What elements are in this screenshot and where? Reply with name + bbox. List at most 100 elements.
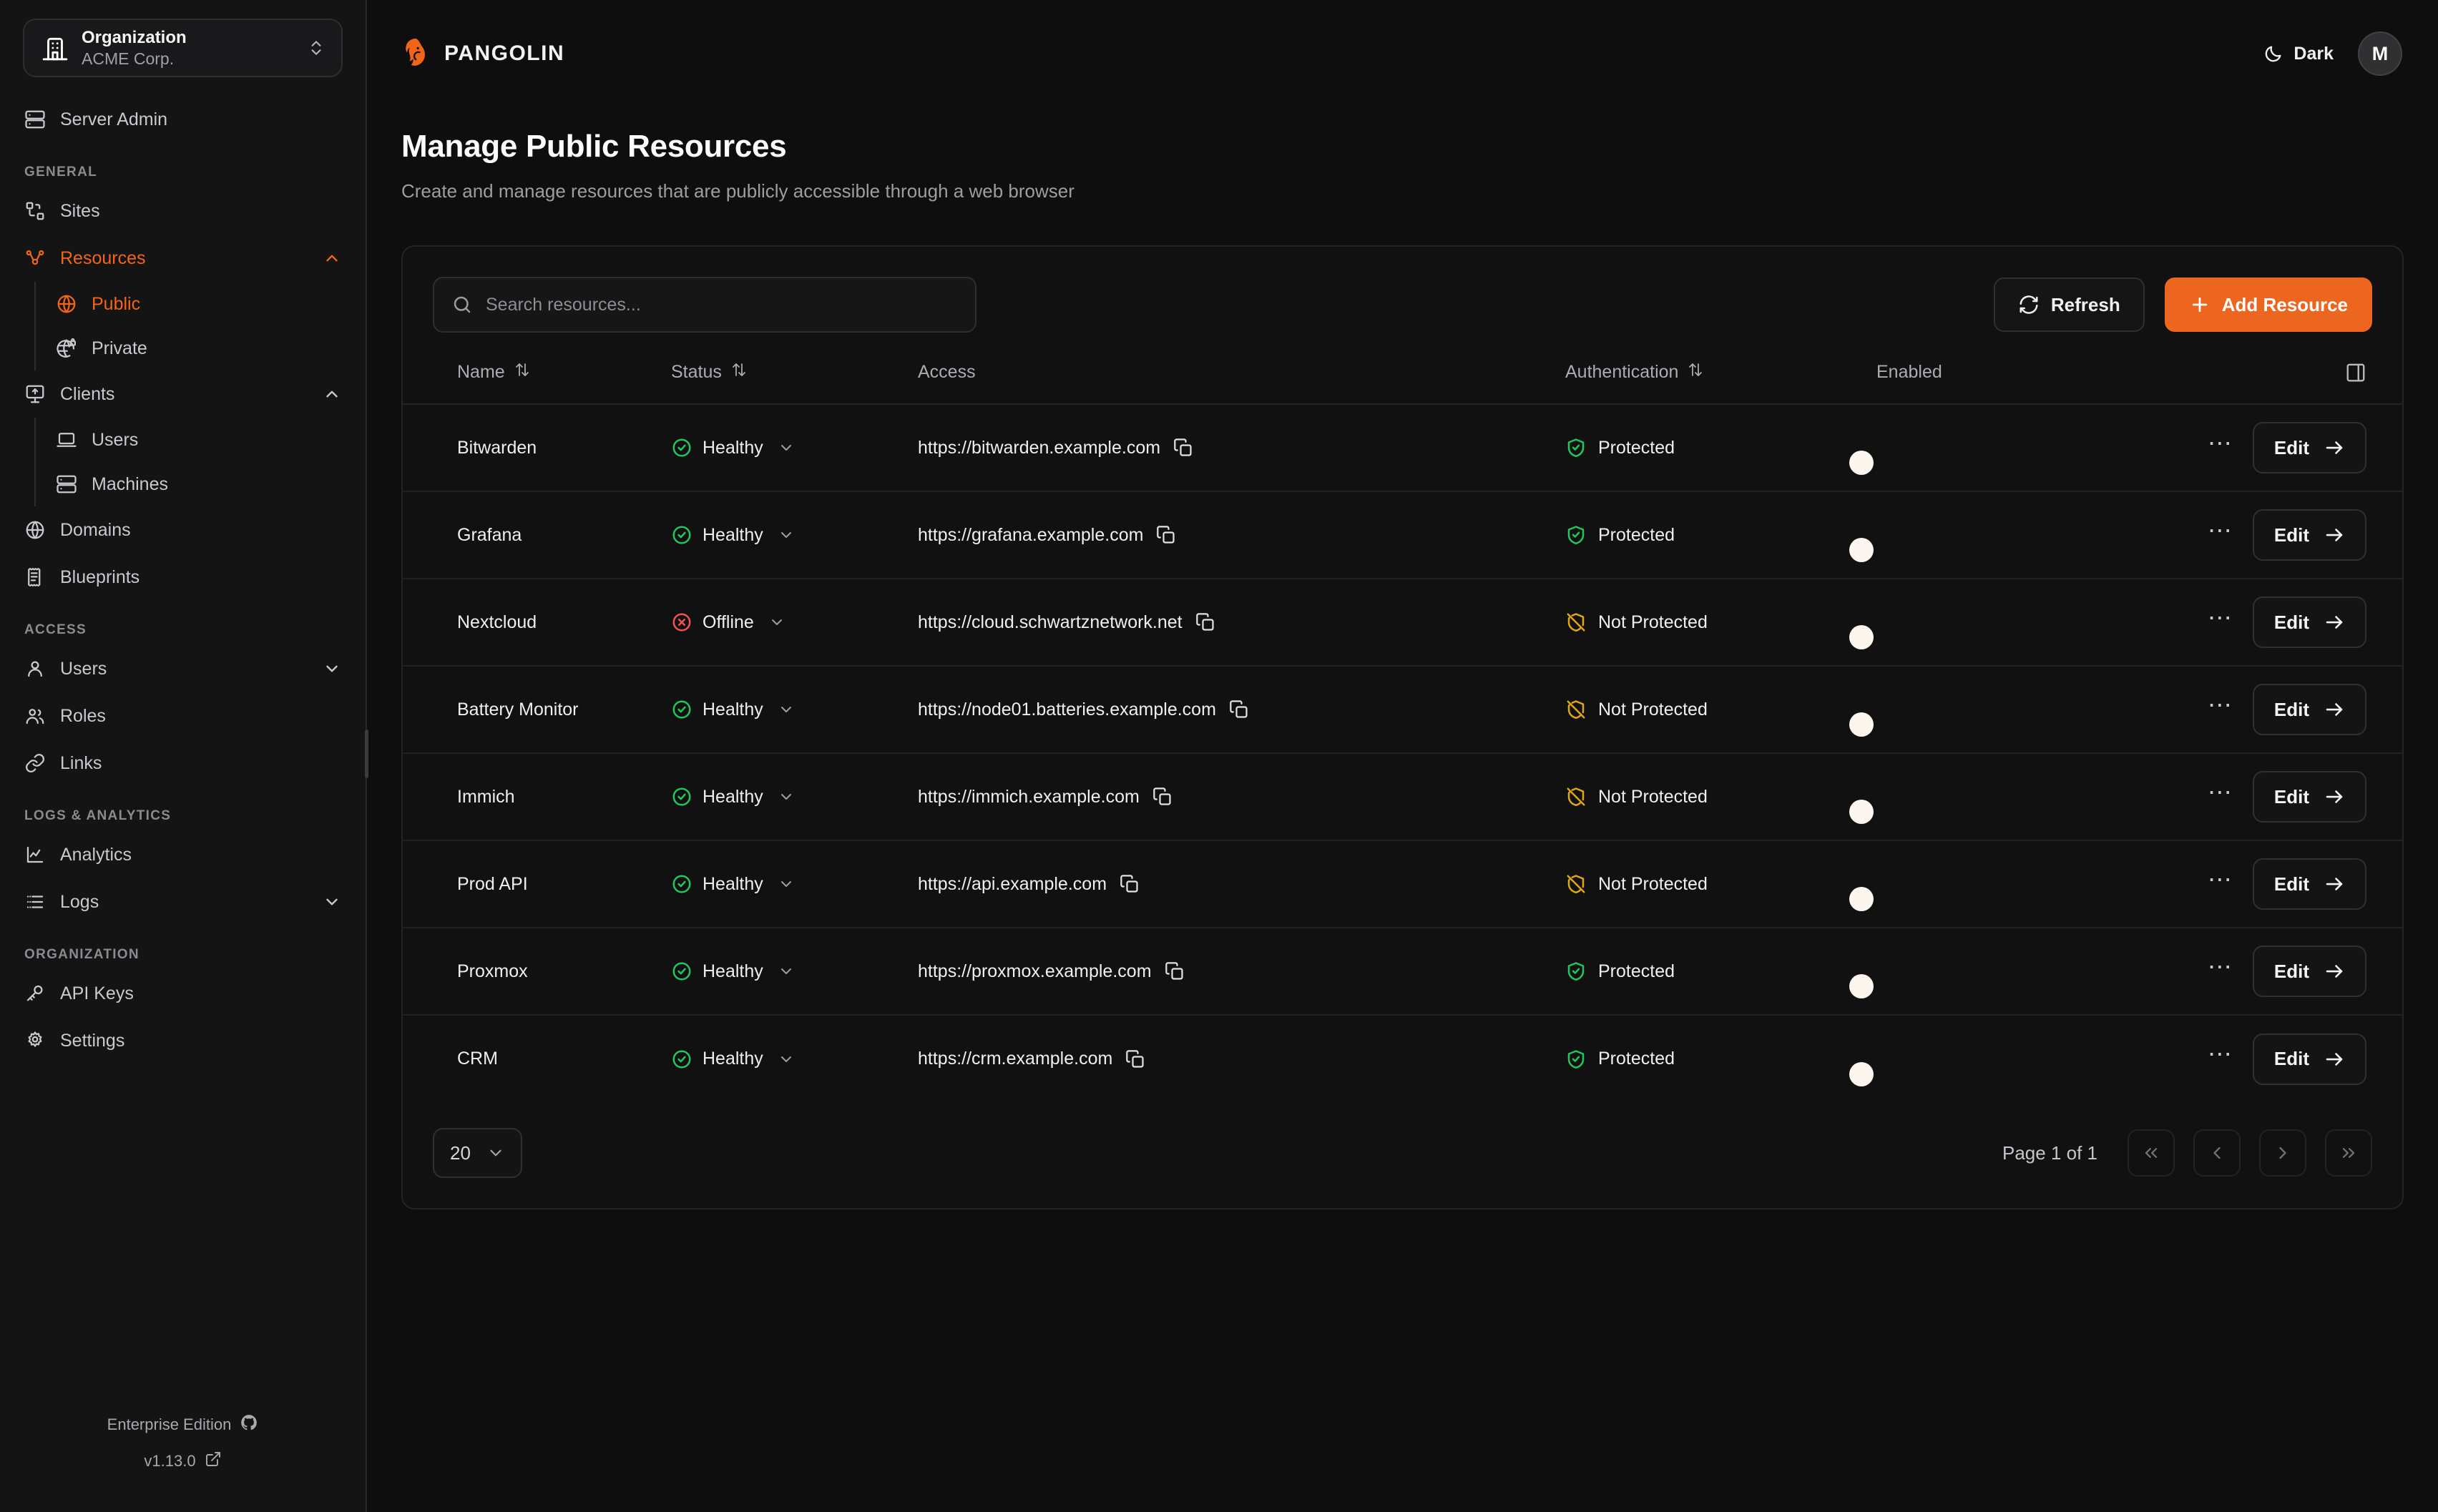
version-line[interactable]: v1.13.0 bbox=[0, 1450, 366, 1472]
last-page-button[interactable] bbox=[2325, 1129, 2372, 1177]
chevron-down-icon[interactable] bbox=[323, 659, 341, 678]
resource-url[interactable]: https://grafana.example.com bbox=[918, 524, 1144, 545]
ellipsis-icon[interactable]: ⋯ bbox=[2207, 429, 2234, 457]
chevron-down-icon[interactable] bbox=[778, 526, 795, 544]
chevron-down-icon[interactable] bbox=[768, 614, 785, 631]
chevron-down-icon[interactable] bbox=[778, 788, 795, 805]
sidebar-item-private[interactable]: Private bbox=[36, 326, 366, 370]
ellipsis-icon[interactable]: ⋯ bbox=[2207, 604, 2234, 632]
copy-icon[interactable] bbox=[1125, 1049, 1145, 1069]
resource-url[interactable]: https://api.example.com bbox=[918, 873, 1107, 894]
table-row[interactable]: Proxmox Healthy https://proxmox.example.co… bbox=[403, 928, 2402, 1016]
edit-button[interactable]: Edit bbox=[2252, 858, 2366, 910]
ellipsis-icon[interactable]: ⋯ bbox=[2207, 778, 2234, 806]
brand[interactable]: PANGOLIN bbox=[398, 36, 564, 71]
sidebar-item-users[interactable]: Users bbox=[0, 645, 366, 692]
cell-status[interactable]: Offline bbox=[671, 579, 918, 667]
copy-icon[interactable] bbox=[1173, 438, 1193, 458]
table-row[interactable]: Immich Healthy https://immich.example.com N… bbox=[403, 753, 2402, 841]
table-row[interactable]: Nextcloud Offline https://cloud.schwartzne… bbox=[403, 579, 2402, 667]
sort-icon[interactable] bbox=[514, 361, 531, 383]
sidebar-item-settings[interactable]: Settings bbox=[0, 1017, 366, 1064]
sidebar-item-analytics[interactable]: Analytics bbox=[0, 831, 366, 878]
sidebar-item-logs[interactable]: Logs bbox=[0, 878, 366, 926]
chevron-up-icon[interactable] bbox=[323, 385, 341, 403]
chevron-down-icon[interactable] bbox=[778, 701, 795, 718]
sidebar-item-server-admin[interactable]: Server Admin bbox=[0, 96, 366, 143]
cell-status[interactable]: Healthy bbox=[671, 666, 918, 754]
first-page-button[interactable] bbox=[2128, 1129, 2175, 1177]
resource-url[interactable]: https://proxmox.example.com bbox=[918, 961, 1152, 981]
cell-status[interactable]: Healthy bbox=[671, 491, 918, 579]
sort-icon[interactable] bbox=[1687, 361, 1704, 383]
chevron-down-icon[interactable] bbox=[778, 963, 795, 980]
theme-toggle[interactable]: Dark bbox=[2263, 44, 2334, 64]
chevron-up-icon[interactable] bbox=[323, 249, 341, 267]
ellipsis-icon[interactable]: ⋯ bbox=[2207, 1041, 2234, 1068]
edit-button[interactable]: Edit bbox=[2252, 1033, 2366, 1085]
sidebar-item-clients[interactable]: Clients bbox=[0, 370, 366, 418]
ellipsis-icon[interactable]: ⋯ bbox=[2207, 865, 2234, 893]
resource-url[interactable]: https://node01.batteries.example.com bbox=[918, 699, 1216, 720]
edit-button[interactable]: Edit bbox=[2252, 946, 2366, 997]
resource-url[interactable]: https://bitwarden.example.com bbox=[918, 437, 1161, 458]
sidebar-item-clients-users[interactable]: Users bbox=[36, 418, 366, 462]
org-switcher[interactable]: Organization ACME Corp. bbox=[23, 19, 343, 77]
next-page-button[interactable] bbox=[2259, 1129, 2306, 1177]
external-link-icon[interactable] bbox=[205, 1450, 222, 1472]
chevron-down-icon[interactable] bbox=[778, 439, 795, 456]
copy-icon[interactable] bbox=[1152, 787, 1173, 807]
sidebar-item-api-keys[interactable]: API Keys bbox=[0, 970, 366, 1017]
column-header-status[interactable]: Status bbox=[671, 354, 918, 405]
per-page-select[interactable]: 20 bbox=[433, 1128, 522, 1178]
table-row[interactable]: Bitwarden Healthy https://bitwarden.exampl… bbox=[403, 404, 2402, 492]
add-resource-button[interactable]: Add Resource bbox=[2164, 278, 2372, 332]
ellipsis-icon[interactable]: ⋯ bbox=[2207, 516, 2234, 544]
column-header-name[interactable]: Name bbox=[403, 354, 671, 405]
cell-status[interactable]: Healthy bbox=[671, 840, 918, 928]
chevron-down-icon[interactable] bbox=[323, 893, 341, 911]
search-input[interactable] bbox=[433, 277, 976, 333]
edit-button[interactable]: Edit bbox=[2252, 684, 2366, 735]
table-row[interactable]: Battery Monitor Healthy https://node01.bat… bbox=[403, 666, 2402, 754]
chevron-down-icon[interactable] bbox=[778, 875, 795, 893]
edit-button[interactable]: Edit bbox=[2252, 422, 2366, 473]
ellipsis-icon[interactable]: ⋯ bbox=[2207, 691, 2234, 719]
edit-button[interactable]: Edit bbox=[2252, 597, 2366, 648]
prev-page-button[interactable] bbox=[2193, 1129, 2241, 1177]
cell-status[interactable]: Healthy bbox=[671, 1015, 918, 1102]
table-row[interactable]: CRM Healthy https://crm.example.com Protect… bbox=[403, 1015, 2402, 1102]
avatar[interactable]: M bbox=[2358, 31, 2402, 76]
github-icon[interactable] bbox=[240, 1413, 258, 1436]
copy-icon[interactable] bbox=[1120, 874, 1140, 894]
cell-status[interactable]: Healthy bbox=[671, 404, 918, 492]
sidebar-item-machines[interactable]: Machines bbox=[36, 462, 366, 506]
sidebar-scrollbar[interactable] bbox=[365, 730, 368, 778]
column-header-authentication[interactable]: Authentication bbox=[1565, 354, 1876, 405]
sidebar-item-sites[interactable]: Sites bbox=[0, 187, 366, 235]
sidebar-item-public[interactable]: Public bbox=[36, 282, 366, 326]
copy-icon[interactable] bbox=[1229, 699, 1249, 720]
edition-line[interactable]: Enterprise Edition bbox=[0, 1413, 366, 1436]
resource-url[interactable]: https://immich.example.com bbox=[918, 786, 1140, 807]
sidebar-item-roles[interactable]: Roles bbox=[0, 692, 366, 740]
chevron-down-icon[interactable] bbox=[778, 1051, 795, 1068]
cell-status[interactable]: Healthy bbox=[671, 753, 918, 841]
edit-button[interactable]: Edit bbox=[2252, 771, 2366, 823]
table-row[interactable]: Prod API Healthy https://api.example.com No… bbox=[403, 840, 2402, 928]
cell-status[interactable]: Healthy bbox=[671, 928, 918, 1016]
resource-url[interactable]: https://cloud.schwartznetwork.net bbox=[918, 612, 1183, 632]
copy-icon[interactable] bbox=[1156, 525, 1176, 545]
table-row[interactable]: Grafana Healthy https://grafana.example.co… bbox=[403, 491, 2402, 579]
edit-button[interactable]: Edit bbox=[2252, 509, 2366, 561]
panel-right-icon[interactable] bbox=[2345, 362, 2366, 383]
sidebar-item-resources[interactable]: Resources bbox=[0, 235, 366, 282]
resource-url[interactable]: https://crm.example.com bbox=[918, 1049, 1113, 1069]
ellipsis-icon[interactable]: ⋯ bbox=[2207, 953, 2234, 981]
copy-icon[interactable] bbox=[1195, 612, 1215, 632]
sidebar-item-domains[interactable]: Domains bbox=[0, 506, 366, 554]
sidebar-item-links[interactable]: Links bbox=[0, 740, 366, 787]
refresh-button[interactable]: Refresh bbox=[1993, 278, 2145, 332]
sort-icon[interactable] bbox=[730, 361, 748, 383]
sidebar-item-blueprints[interactable]: Blueprints bbox=[0, 554, 366, 601]
